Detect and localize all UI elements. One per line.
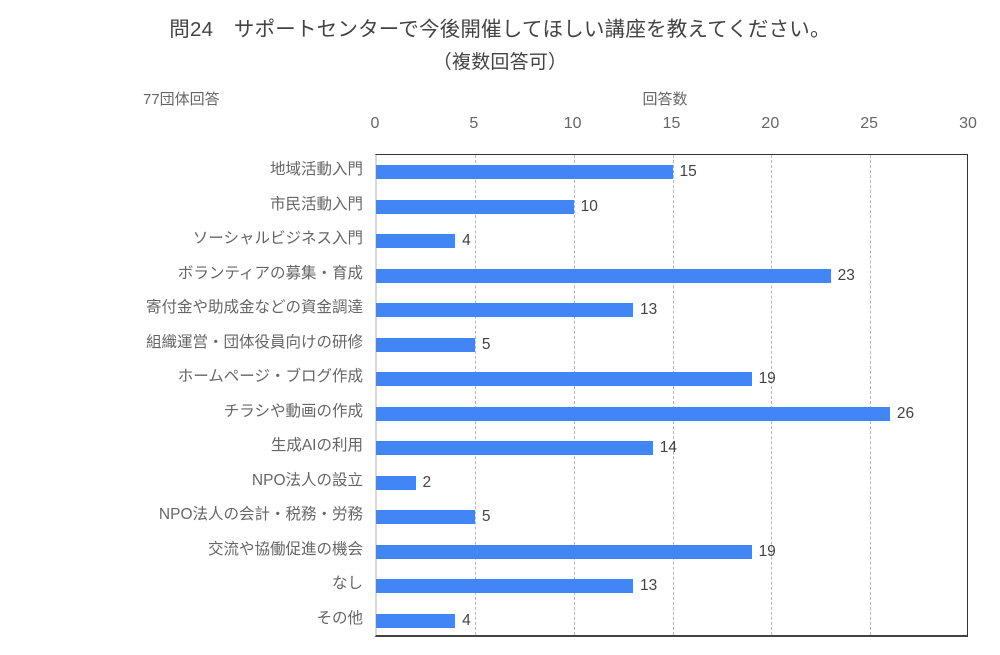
x-tick-label: 30 <box>959 115 977 132</box>
x-tick-label: 10 <box>563 115 582 132</box>
bar-value-label: 5 <box>481 335 491 353</box>
gridline <box>870 155 872 635</box>
bar-row: 19 <box>376 370 969 388</box>
x-tick-label: 15 <box>662 115 681 132</box>
bar-row: 26 <box>376 404 969 422</box>
category-label: 生成AIの利用 <box>270 437 363 455</box>
category-label: ボランティアの募集・育成 <box>177 264 363 282</box>
bar-row: 4 <box>376 611 969 629</box>
bar-row: 15 <box>376 163 969 181</box>
bar-row: 4 <box>376 232 969 250</box>
bar <box>376 510 475 525</box>
bar-row: 23 <box>376 266 969 284</box>
gridline <box>573 155 575 635</box>
bar-value-label: 2 <box>422 473 432 491</box>
bar <box>376 303 633 318</box>
category-label: 寄付金や助成金などの資金調達 <box>145 299 363 317</box>
bar-row: 10 <box>376 197 969 215</box>
bar-value-label: 23 <box>837 266 855 284</box>
bar <box>376 406 890 421</box>
respondents-note: 77団体回答 <box>143 91 220 108</box>
gridline <box>474 155 476 635</box>
bar-value-label: 4 <box>462 611 471 629</box>
bar-row: 13 <box>376 301 969 319</box>
bar-value-label: 14 <box>659 439 677 457</box>
bar-value-label: 4 <box>462 232 471 250</box>
bar <box>376 613 456 628</box>
bar-row: 14 <box>376 439 969 457</box>
bar-value-label: 13 <box>639 577 658 595</box>
category-label: その他 <box>316 609 363 627</box>
bar-value-label: 26 <box>896 404 915 422</box>
x-tick-label: 20 <box>761 115 780 132</box>
category-label: ソーシャルビジネス入門 <box>192 230 363 248</box>
category-label: ホームページ・ブログ作成 <box>177 368 363 386</box>
bar <box>376 234 456 249</box>
bar <box>376 441 653 456</box>
category-label: 地域活動入門 <box>269 161 363 179</box>
x-tick-label: 25 <box>860 115 879 132</box>
category-label: 市民活動入門 <box>269 195 363 213</box>
bar <box>376 475 416 490</box>
bar-value-label: 5 <box>481 508 491 526</box>
bar <box>376 372 752 387</box>
x-tick-label: 5 <box>469 115 479 132</box>
category-label: NPO法人の設立 <box>251 471 363 489</box>
bar <box>376 337 475 352</box>
category-label: NPO法人の会計・税務・労務 <box>158 506 363 524</box>
chart-subtitle: （複数回答可） <box>432 52 568 73</box>
gridline <box>771 155 773 635</box>
category-label: 交流や協働促進の機会 <box>207 540 363 558</box>
bar-value-label: 15 <box>679 163 697 181</box>
plot-area: 15 10 4 23 13 5 19 26 14 2 5 19 13 4 <box>375 154 968 637</box>
chart-title: 問24 サポートセンターで今後開催してほしい講座を教えてください。 <box>169 18 831 41</box>
bar <box>376 165 673 180</box>
gridline <box>672 155 674 635</box>
bar-row: 19 <box>376 542 969 560</box>
bar <box>376 268 831 283</box>
bar <box>376 544 752 559</box>
x-tick-label: 0 <box>370 115 380 132</box>
bar <box>376 579 633 594</box>
bar-row: 2 <box>376 473 969 491</box>
x-axis-title: 回答数 <box>642 91 688 108</box>
bar-value-label: 13 <box>639 301 658 319</box>
gridline <box>376 155 377 635</box>
bar <box>376 199 574 214</box>
category-label: チラシや動画の作成 <box>223 402 363 420</box>
bar-row: 5 <box>376 508 969 526</box>
bar-row: 5 <box>376 335 969 353</box>
category-label: なし <box>331 575 363 593</box>
bar-value-label: 10 <box>580 197 598 215</box>
category-label: 組織運営・団体役員向けの研修 <box>145 333 363 351</box>
bar-value-label: 19 <box>758 370 776 388</box>
bar-value-label: 19 <box>758 542 776 560</box>
bar-row: 13 <box>376 577 969 595</box>
